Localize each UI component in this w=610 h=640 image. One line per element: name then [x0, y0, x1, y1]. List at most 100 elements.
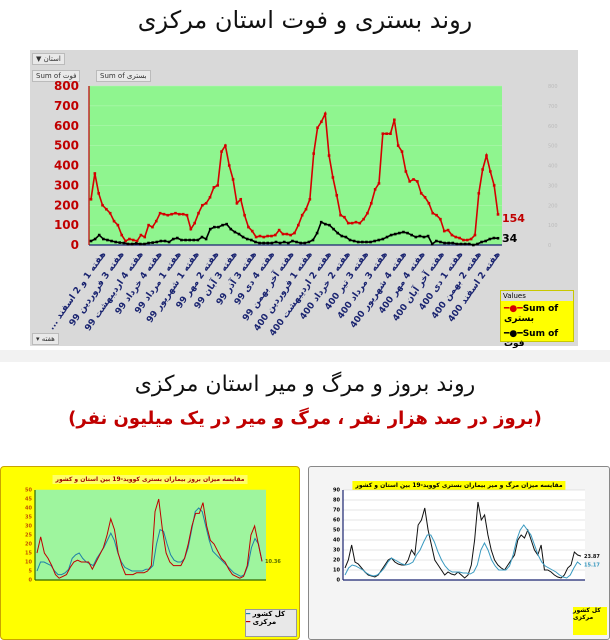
data-point — [258, 234, 262, 238]
data-point — [492, 236, 496, 240]
data-point — [469, 237, 473, 241]
data-point — [208, 196, 212, 199]
data-point — [332, 227, 335, 231]
data-point — [303, 241, 307, 245]
y-tick-label: 45 — [25, 497, 32, 503]
data-point — [106, 238, 109, 242]
end-value-label: 15.17 — [584, 562, 600, 568]
data-point — [454, 235, 458, 239]
data-point — [270, 234, 273, 238]
y-tick-label: 70 — [333, 508, 340, 514]
hosp-death-chart: 0 0 100 100 200 200 300 300 400 400 500 500 600 600 70… — [54, 79, 558, 252]
data-point — [208, 227, 212, 231]
data-point — [319, 220, 323, 224]
y-tick-label: 20 — [333, 558, 340, 564]
y2-tick-label: 800 — [548, 84, 558, 90]
data-point — [458, 236, 461, 240]
data-point — [108, 211, 112, 215]
data-point — [178, 212, 181, 216]
data-point — [426, 234, 430, 238]
field-button-death[interactable]: Sum of فوت — [32, 70, 81, 82]
legend-label: Sum of بستری — [504, 304, 559, 324]
data-point — [151, 225, 154, 229]
y-tick-label: 40 — [25, 506, 32, 512]
data-point — [229, 227, 233, 231]
data-point — [250, 229, 254, 233]
data-point — [473, 233, 477, 237]
data-point — [400, 150, 404, 153]
data-point — [89, 239, 93, 243]
bottom-subtitle: (بروز در صد هزار نفر ، مرگ و میر در یک م… — [68, 408, 542, 429]
data-point — [344, 235, 348, 239]
legend-label: مرکزی — [252, 618, 277, 626]
data-point — [484, 239, 487, 243]
y2-tick-label: 0 — [548, 243, 551, 249]
y-tick-label: 40 — [333, 538, 340, 544]
y-tick-label: 90 — [333, 488, 340, 494]
series-line-0 — [344, 501, 582, 579]
data-point — [414, 235, 418, 239]
data-point — [245, 237, 249, 241]
legend-item-hosp: ━●━Sum of بستری — [504, 304, 559, 324]
data-point — [385, 132, 388, 135]
data-point — [331, 176, 335, 179]
y-tick-label: 25 — [25, 533, 32, 539]
legend-item-death: ━●━Sum of فوت — [504, 329, 559, 349]
data-point — [189, 227, 193, 231]
data-point — [174, 211, 177, 215]
data-point — [316, 126, 319, 130]
data-point — [204, 237, 208, 241]
data-point — [262, 241, 265, 245]
data-point — [308, 197, 312, 201]
data-point — [398, 231, 401, 235]
axis-button[interactable]: ▾ هفته — [32, 333, 59, 345]
field-button-hosp[interactable]: Sum of بستری — [96, 70, 151, 82]
y-tick-label: 80 — [333, 498, 340, 504]
data-point — [188, 238, 191, 242]
data-point — [335, 194, 339, 197]
data-point — [361, 240, 364, 244]
data-point — [277, 228, 281, 232]
data-point — [147, 241, 150, 245]
data-point — [196, 238, 200, 242]
incidence-chart-title: مقایسه میزان بروز بیماران بستری کووید-19… — [52, 475, 248, 484]
data-point — [496, 213, 500, 216]
data-point — [155, 240, 159, 244]
data-point — [231, 178, 235, 181]
data-point — [224, 144, 227, 147]
data-point — [166, 213, 170, 217]
data-point — [139, 233, 143, 237]
y2-tick-label: 400 — [548, 164, 558, 170]
data-point — [212, 186, 216, 189]
data-point — [312, 152, 315, 155]
data-point — [225, 222, 228, 226]
data-point — [343, 215, 346, 219]
data-point — [285, 232, 289, 236]
y-tick-label: 35 — [25, 515, 32, 521]
data-point — [134, 242, 138, 245]
data-point — [116, 223, 120, 227]
filter-label: استان — [43, 55, 61, 63]
data-point — [102, 237, 105, 241]
data-point — [216, 184, 220, 187]
data-point — [237, 232, 241, 236]
data-point — [412, 178, 415, 181]
top-title: روند بستری و فوت استان مرکزی — [137, 6, 473, 34]
data-point — [381, 132, 385, 135]
data-point — [282, 240, 286, 244]
data-point — [304, 207, 308, 211]
data-point — [404, 170, 408, 173]
data-point — [118, 241, 122, 244]
data-point — [192, 238, 196, 242]
data-point — [295, 240, 298, 244]
data-point — [389, 233, 393, 237]
legend-item: ━ مرکزی — [246, 618, 277, 626]
end-value-label: 154 — [502, 212, 525, 225]
data-point — [266, 234, 269, 238]
data-point — [300, 213, 304, 217]
filter-button[interactable]: ▼ استان — [32, 53, 65, 65]
data-point — [327, 154, 331, 157]
data-point — [293, 231, 296, 235]
data-point — [204, 201, 208, 205]
